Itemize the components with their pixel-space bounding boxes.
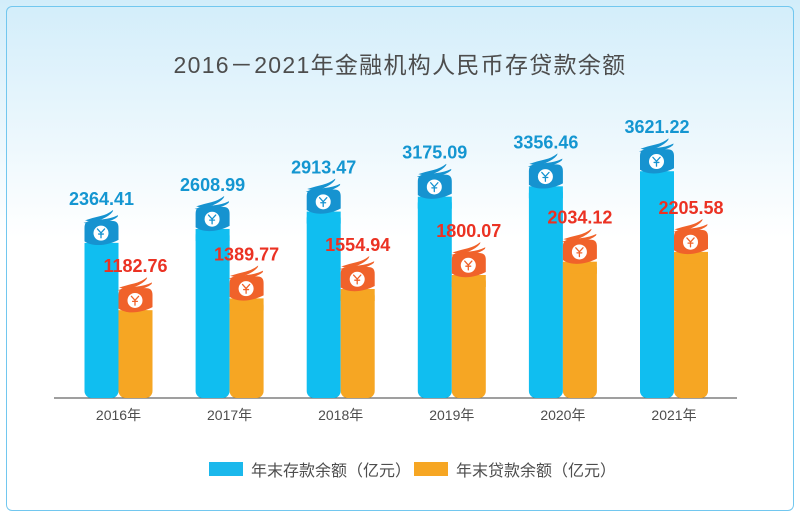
svg-text:1389.77: 1389.77: [214, 244, 279, 264]
svg-text:2019年: 2019年: [429, 407, 474, 423]
svg-text:2018年: 2018年: [318, 407, 363, 423]
svg-text:2034.12: 2034.12: [547, 208, 612, 228]
svg-text:1800.07: 1800.07: [436, 221, 501, 241]
svg-text:2913.47: 2913.47: [291, 158, 356, 178]
svg-text:2016年: 2016年: [96, 407, 141, 423]
svg-text:3175.09: 3175.09: [402, 143, 467, 163]
svg-text:2017年: 2017年: [207, 407, 252, 423]
svg-text:3621.22: 3621.22: [624, 117, 689, 137]
svg-text:2021年: 2021年: [651, 407, 696, 423]
svg-text:1554.94: 1554.94: [325, 235, 390, 255]
svg-text:2205.58: 2205.58: [658, 198, 723, 218]
svg-text:2608.99: 2608.99: [180, 175, 245, 195]
svg-text:3356.46: 3356.46: [513, 132, 578, 152]
svg-text:2364.41: 2364.41: [69, 189, 134, 209]
svg-text:1182.76: 1182.76: [103, 256, 167, 276]
svg-text:2020年: 2020年: [540, 407, 585, 423]
